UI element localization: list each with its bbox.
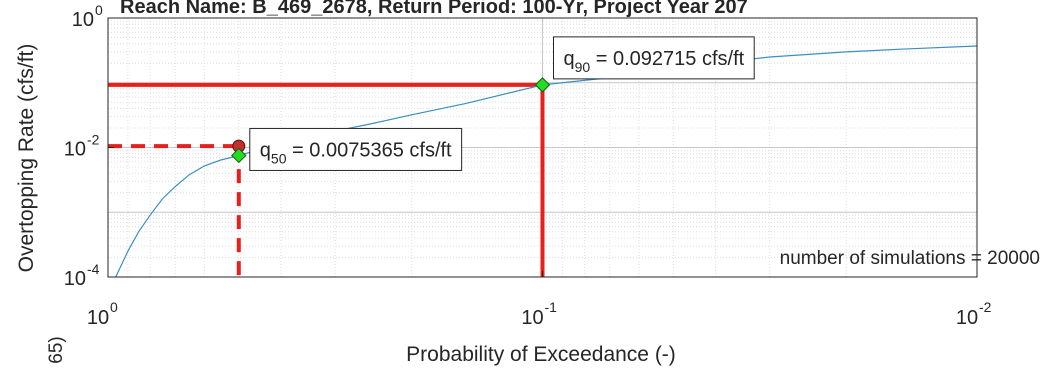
point-annotation: q90 = 0.092715 cfs/ft: [553, 36, 755, 80]
annotation-box: [553, 36, 755, 80]
y-tick-base: 10: [64, 268, 86, 290]
simulation-count-note: number of simulations = 20000: [780, 248, 1040, 269]
y-tick-exponent: -4: [87, 261, 100, 277]
annotation-text: q50 = 0.0075365 cfs/ft: [260, 139, 452, 166]
y-tick-label: 10 0: [72, 2, 114, 31]
x-tick-label: 10 0: [87, 271, 118, 329]
annotation-value: = 0.0075365 cfs/ft: [287, 139, 453, 161]
y-tick-exponent: -2: [87, 132, 100, 148]
data-marker-diamond: [231, 147, 247, 164]
x-tick-label: 10 -1: [521, 271, 557, 329]
x-axis-label: Probability of Exceedance (-): [406, 343, 676, 366]
x-tick-exponent: -2: [979, 299, 992, 315]
reference-lines: [108, 82, 545, 277]
x-tick-base: 10: [521, 307, 543, 329]
y-tick-label: 10 -2: [64, 132, 114, 161]
y-tick-base: 10: [64, 139, 86, 161]
x-tick-base: 10: [956, 307, 978, 329]
side-label: 65): [46, 336, 67, 363]
marker-layer: [231, 77, 551, 164]
annotation-box: [249, 127, 463, 171]
annotation-subscript: 90: [575, 59, 591, 75]
y-tick-base: 10: [72, 9, 94, 31]
y-axis-label: Overtopping Rate (cfs/ft): [15, 44, 38, 273]
annotation-symbol: q: [260, 139, 271, 161]
point-annotation: q50 = 0.0075365 cfs/ft: [249, 127, 463, 171]
x-tick-labels: 10 0 10 -1 10 -2: [87, 271, 992, 329]
data-marker-diamond: [534, 77, 551, 93]
x-tick-exponent: -1: [545, 299, 558, 315]
y-tick-exponent: 0: [95, 2, 103, 18]
chart-title: Reach Name: B_469_2678, Return Period: 1…: [120, 0, 748, 18]
annotation-symbol: q: [564, 48, 575, 70]
x-tick-base: 10: [87, 307, 109, 329]
annotation-value: = 0.092715 cfs/ft: [590, 48, 744, 70]
x-tick-exponent: 0: [110, 299, 118, 315]
annotation-text: q90 = 0.092715 cfs/ft: [564, 48, 745, 75]
x-tick-label: 10 -2: [956, 271, 992, 329]
y-tick-label: 10 -4: [64, 261, 114, 290]
annotation-subscript: 50: [271, 150, 287, 166]
